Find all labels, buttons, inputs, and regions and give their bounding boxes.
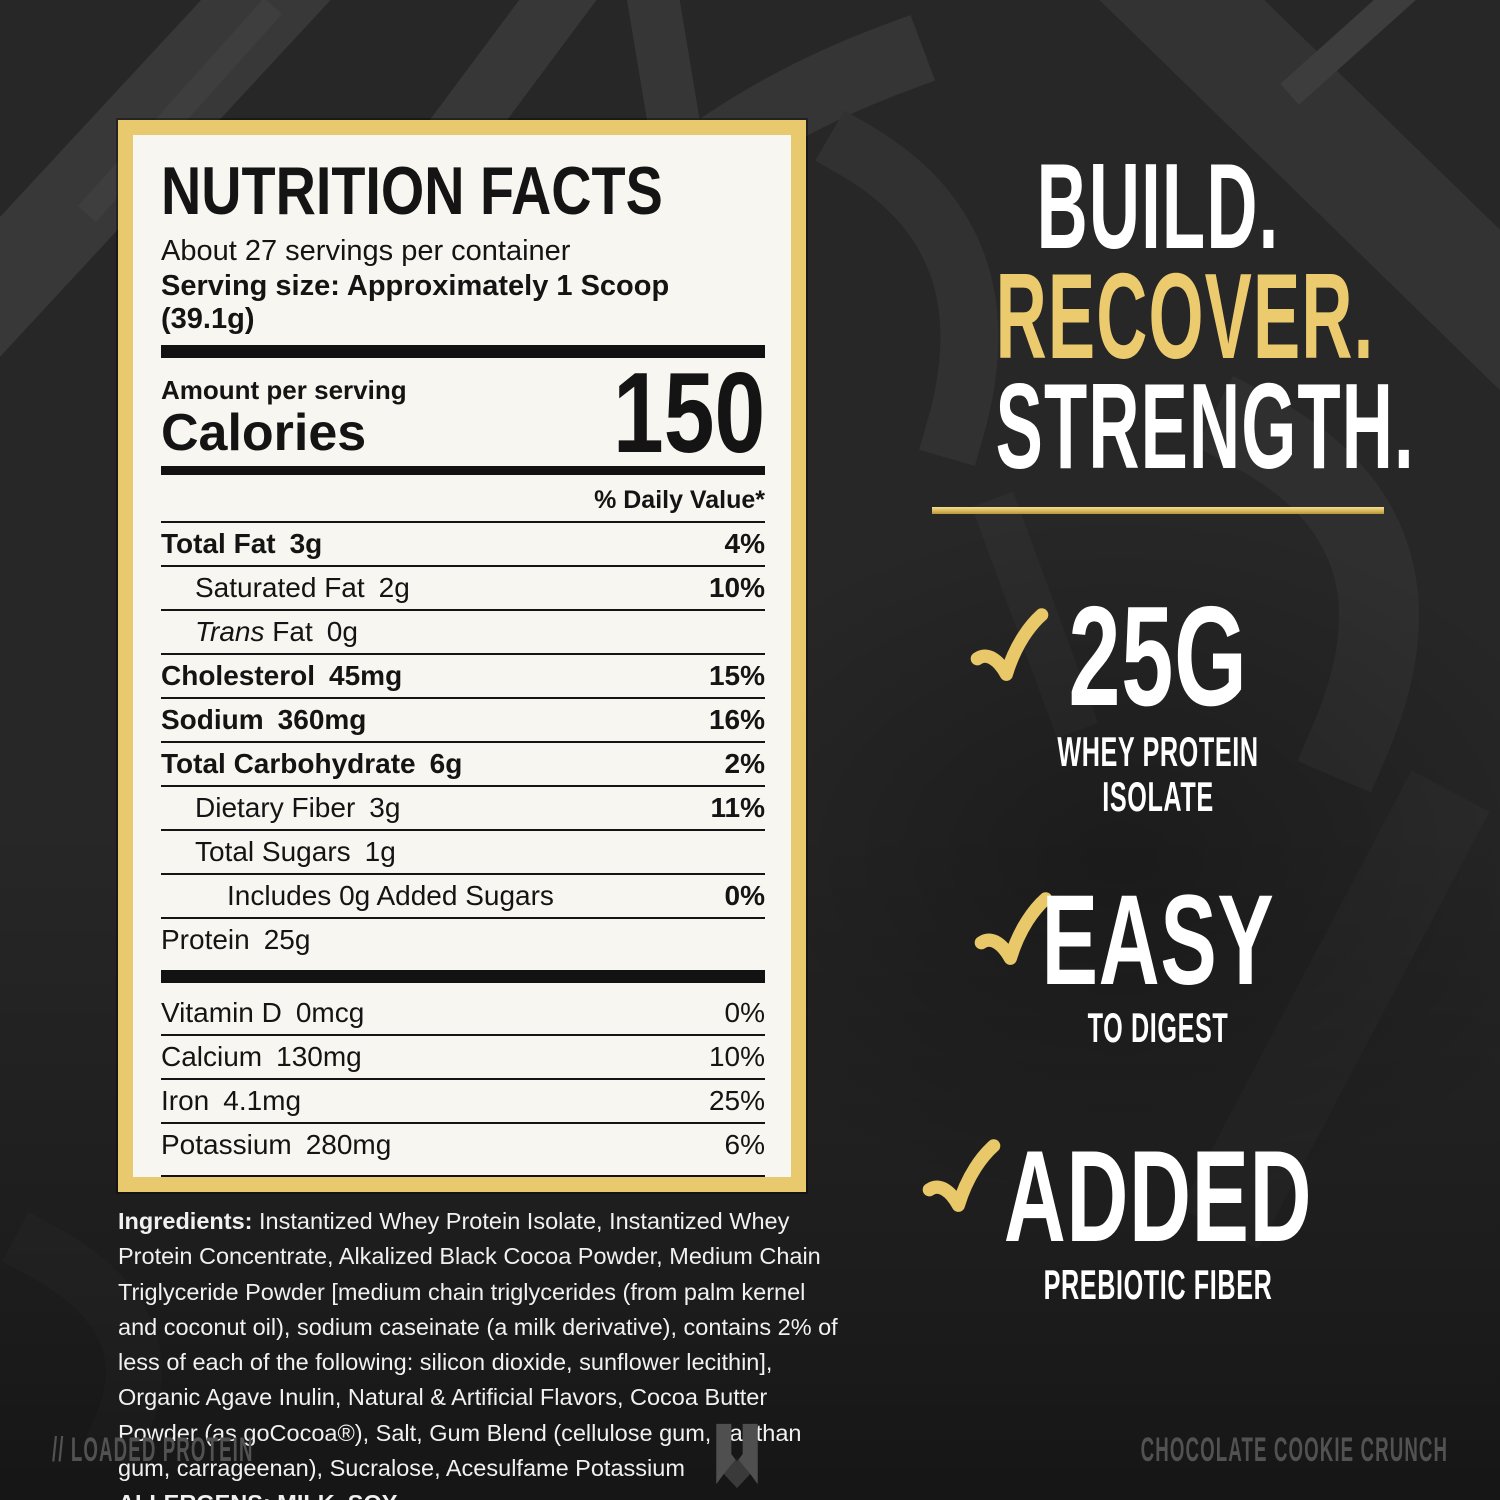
nutrient-name: Total Fat 3g <box>161 528 323 560</box>
nutrient-name: Total Sugars 1g <box>195 836 396 868</box>
nutrient-name: Iron 4.1mg <box>161 1085 302 1117</box>
nutrient-amount: 360mg <box>277 704 367 736</box>
nutrient-row: Includes 0g Added Sugars 0% <box>161 873 765 917</box>
headline-line: BUILD. <box>1036 138 1280 274</box>
nutrient-name: Saturated Fat 2g <box>195 572 410 604</box>
footer-bar: // LOADED PROTEIN CHOCOLATE COOKIE CRUNC… <box>0 1400 1500 1500</box>
nutrient-name: Trans Fat 0g <box>195 616 358 648</box>
headline-line: RECOVER. <box>995 247 1375 384</box>
nutrition-facts-panel: NUTRITION FACTS About 27 servings per co… <box>118 120 806 1192</box>
nutrient-name: Sodium 360mg <box>161 704 367 736</box>
nutrient-name: Total Carbohydrate 6g <box>161 748 463 780</box>
nutrition-facts-title: NUTRITION FACTS <box>161 153 663 229</box>
marketing-column: BUILD. RECOVER. STRENGTH. 25G WHEY PROTEIN … <box>878 138 1438 1309</box>
nutrient-rows: Total Fat 3g 4% Saturated Fat 2g 10% Trans Fat… <box>161 523 765 961</box>
ingredients-lead: Ingredients: <box>118 1208 253 1234</box>
nutrient-name: Potassium 280mg <box>161 1129 392 1161</box>
micronutrient-rows: Vitamin D 0mcg 0% Calcium 130mg 10% Iron 4.1mg 2… <box>161 992 765 1166</box>
amount-per-serving-label: Amount per serving <box>161 374 407 405</box>
divider-thick <box>161 970 765 984</box>
nutrient-row: Iron 4.1mg 25% <box>161 1078 765 1122</box>
nutrient-daily-value: 0% <box>724 880 765 912</box>
calories-label: Calories <box>161 403 367 462</box>
nutrient-daily-value: 25% <box>708 1085 765 1117</box>
nutrient-row: Protein 25g <box>161 917 765 961</box>
nutrient-amount: 3g <box>369 792 401 824</box>
checkmark-icon <box>974 891 1053 965</box>
feature-caption: PREBIOTIC FIBER <box>1043 1261 1273 1309</box>
nutrient-row: Calcium 130mg 10% <box>161 1034 765 1078</box>
brand-logo <box>716 1423 758 1488</box>
nutrient-amount: 0mcg <box>295 997 365 1029</box>
feature-item: 25G WHEY PROTEIN ISOLATE <box>878 577 1438 821</box>
calories-labels: Amount per serving Calories <box>161 373 407 461</box>
nutrient-row: Total Carbohydrate 6g 2% <box>161 741 765 785</box>
nutrient-name: Calcium 130mg <box>161 1041 362 1073</box>
nutrient-amount: 130mg <box>276 1041 362 1073</box>
servings-per-container: About 27 servings per container <box>161 235 571 267</box>
nutrient-row: Sodium 360mg 16% <box>161 697 765 741</box>
feature-caption: TO DIGEST <box>1087 1004 1229 1052</box>
nutrient-name: Protein 25g <box>161 924 311 956</box>
nutrient-amount: 2g <box>378 572 410 604</box>
feature-value: ADDED <box>1003 1122 1313 1269</box>
nutrient-daily-value: 6% <box>724 1129 765 1161</box>
nutrition-facts-content: NUTRITION FACTS About 27 servings per co… <box>133 135 791 1177</box>
nutrient-amount: 25g <box>263 924 311 956</box>
nutrient-row: Total Fat 3g 4% <box>161 523 765 565</box>
nutrient-name: Dietary Fiber 3g <box>195 792 401 824</box>
nutrient-amount: 4.1mg <box>223 1085 302 1117</box>
footer-flavor-name: CHOCOLATE COOKIE CRUNCH <box>1140 1430 1448 1469</box>
nutrient-amount: 45mg <box>329 660 403 692</box>
nutrient-row: Trans Fat 0g <box>161 609 765 653</box>
nutrient-daily-value: 10% <box>708 572 765 604</box>
nutrient-amount: 0g <box>326 616 358 648</box>
checkmark-icon <box>922 1139 1001 1212</box>
calories-row: Amount per serving Calories 150 <box>161 350 765 477</box>
nutrient-amount: 3g <box>289 528 323 560</box>
nutrient-name: Cholesterol 45mg <box>161 660 403 692</box>
headline: BUILD. RECOVER. STRENGTH. <box>878 138 1438 494</box>
feature-list: 25G WHEY PROTEIN ISOLATE EASY TO DIGEST ADDE… <box>878 577 1438 1309</box>
calories-value: 150 <box>612 350 765 477</box>
feature-caption: WHEY PROTEIN ISOLATE <box>1057 728 1259 821</box>
nutrient-daily-value: 2% <box>724 748 765 780</box>
headline-line: STRENGTH. <box>995 357 1415 494</box>
nutrient-name: Includes 0g Added Sugars <box>227 880 554 912</box>
daily-value-header: % Daily Value* <box>161 479 765 524</box>
nutrient-daily-value: 15% <box>708 660 765 692</box>
footer-product-line: // LOADED PROTEIN <box>52 1430 254 1469</box>
nutrient-daily-value: 16% <box>708 704 765 736</box>
nutrient-row: Vitamin D 0mcg 0% <box>161 992 765 1034</box>
ingredients-paragraph: Ingredients: Instantized Whey Protein Is… <box>118 1204 848 1500</box>
nutrient-row: Saturated Fat 2g 10% <box>161 565 765 609</box>
nutrient-daily-value: 11% <box>710 792 766 824</box>
nutrient-daily-value: 10% <box>708 1041 765 1073</box>
nutrient-name: Vitamin D 0mcg <box>161 997 365 1029</box>
nutrient-amount: 6g <box>429 748 463 780</box>
nutrient-row: Cholesterol 45mg 15% <box>161 653 765 697</box>
checkmark-icon <box>970 608 1049 682</box>
feature-item: ADDED PREBIOTIC FIBER <box>878 1122 1438 1309</box>
headline-underline-rule <box>932 507 1384 515</box>
nutrient-row: Dietary Fiber 3g 11% <box>161 785 765 829</box>
divider-thick <box>161 345 765 358</box>
ingredients-text: Instantized Whey Protein Isolate, Instan… <box>118 1208 838 1481</box>
nutrient-amount: 280mg <box>305 1129 392 1161</box>
nutrient-row: Total Sugars 1g <box>161 829 765 873</box>
serving-size: Serving size: Approximately 1 Scoop (39.… <box>161 270 670 335</box>
nutrient-daily-value: 4% <box>724 528 765 560</box>
feature-value: EASY <box>1041 868 1275 1012</box>
nutrient-daily-value: 0% <box>724 997 765 1029</box>
nutrient-amount: 1g <box>364 836 396 868</box>
feature-value: 25G <box>1068 577 1248 737</box>
divider-medium <box>161 466 765 476</box>
divider-thick <box>161 1175 765 1177</box>
allergens-line: ALLERGENS: MILK, SOY <box>118 1486 848 1500</box>
nutrient-row: Potassium 280mg 6% <box>161 1122 765 1166</box>
feature-item: EASY TO DIGEST <box>878 868 1438 1052</box>
